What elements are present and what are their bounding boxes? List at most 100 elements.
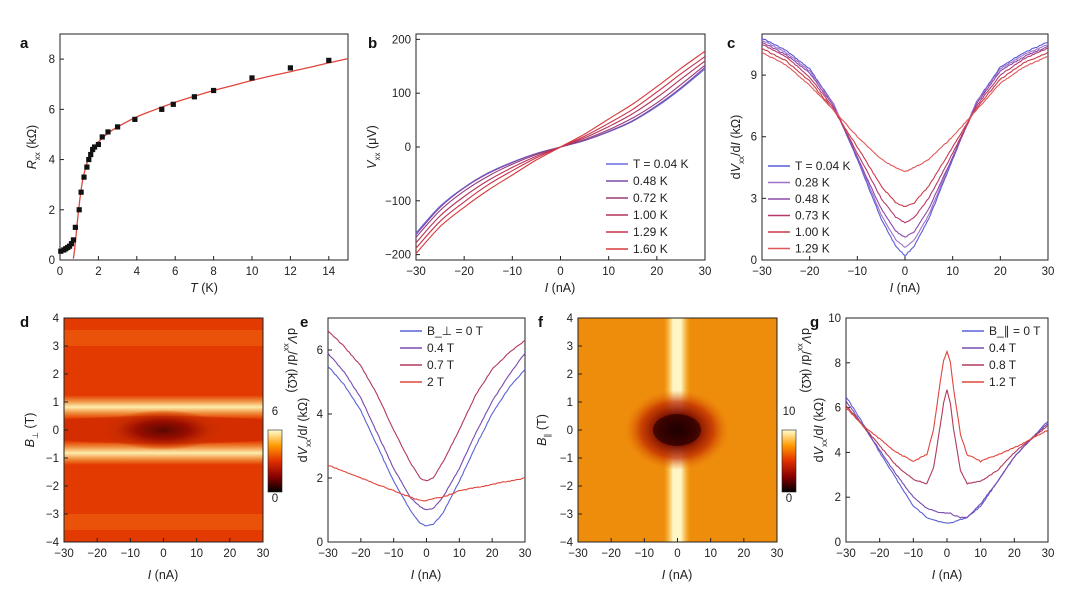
panel-e-series-line bbox=[327, 352, 526, 511]
panel-e-xtick-label: 0 bbox=[423, 548, 429, 560]
panel-label-f: f bbox=[538, 314, 544, 331]
panel-a-ytick-label: 4 bbox=[49, 155, 56, 167]
panel-c-legend-label: 0.48 K bbox=[795, 192, 830, 206]
panel-a-data-point bbox=[326, 57, 332, 63]
panel-g-series-line bbox=[845, 396, 1049, 524]
panel-a-data-point bbox=[70, 237, 77, 243]
panel-g-xtick-label: −20 bbox=[870, 548, 890, 560]
panel-label-b: b bbox=[368, 35, 377, 52]
panel-e-xtick-label: −10 bbox=[384, 548, 404, 560]
panel-a-data-point bbox=[211, 87, 217, 94]
panel-f-xtick-label: −10 bbox=[635, 548, 655, 560]
panel-b-legend-label: 0.72 K bbox=[633, 191, 668, 205]
panel-g-legend-label: 0.8 T bbox=[989, 358, 1017, 372]
panel-d-xlabel: I (nA) bbox=[148, 568, 179, 582]
panel-a-data-point bbox=[81, 174, 87, 180]
panel-a-data-point bbox=[159, 106, 165, 112]
panel-d-ytick-label: −3 bbox=[46, 509, 59, 521]
panel-e-ylabel: dVxx/dI (kΩ) bbox=[296, 398, 313, 463]
panel-d-ytick-label: −2 bbox=[46, 481, 59, 493]
panel-a-data-point bbox=[78, 189, 84, 195]
panel-a-data-point bbox=[99, 134, 105, 140]
panel-e-legend-label: 2 T bbox=[427, 375, 445, 389]
panel-f-heatmap bbox=[578, 318, 777, 542]
panel-f-cbar-label: dVxx/dI (kΩ) bbox=[796, 328, 813, 393]
panel-f-xlabel: I (nA) bbox=[662, 568, 693, 582]
panel-c-xtick-label: −20 bbox=[800, 266, 820, 278]
panel-g-legend-label: B_∥ = 0 T bbox=[989, 324, 1041, 338]
panel-f-xtick-label: 0 bbox=[674, 548, 680, 560]
panel-c-legend-label: T = 0.04 K bbox=[795, 159, 850, 173]
panel-e-ytick-label: 6 bbox=[317, 345, 323, 357]
panel-a-xtick-label: 4 bbox=[134, 266, 141, 278]
panel-a-data-point bbox=[84, 164, 90, 170]
panel-e-xtick-label: 10 bbox=[453, 548, 466, 560]
panel-c-xtick-label: 30 bbox=[1042, 266, 1055, 278]
panel-a-data-point bbox=[95, 141, 101, 148]
panel-a-data-point bbox=[72, 224, 78, 230]
panel-a-xtick-label: 12 bbox=[284, 266, 297, 278]
panel-c-xtick-label: 20 bbox=[994, 266, 1007, 278]
panel-a-data-point bbox=[91, 144, 98, 150]
panel-e-series-line bbox=[327, 464, 526, 502]
panel-b-ytick-label: 0 bbox=[405, 142, 411, 154]
panel-b-xtick-label: −30 bbox=[406, 266, 426, 278]
panel-g-ytick-label: 6 bbox=[835, 403, 841, 415]
panel-g-series-line bbox=[845, 400, 1049, 519]
panel-a-fit-line bbox=[72, 57, 349, 259]
panel-g-ytick-label: 4 bbox=[835, 447, 842, 459]
panel-b-xtick-label: −10 bbox=[503, 266, 523, 278]
panel-label-g: g bbox=[810, 314, 819, 331]
panel-f-ytick-label: −4 bbox=[560, 537, 574, 549]
panel-f-ytick-label: 4 bbox=[567, 313, 574, 325]
panel-b-xlabel: I (nA) bbox=[545, 281, 576, 295]
panel-b-series-line bbox=[415, 50, 706, 254]
panel-d-ytick-label: 2 bbox=[53, 369, 59, 381]
panel-d-cbar-label: dVxx/dI (kΩ) bbox=[282, 328, 299, 393]
panel-f-ytick-label: −2 bbox=[560, 481, 573, 493]
panel-a-data-point bbox=[58, 248, 64, 254]
panel-g: g −30 −20 −10 0 10 20 30 0 2 4 6 8 10 B_∥ = 0 T 0.4 T… bbox=[810, 313, 1054, 582]
panel-f-xtick-label: −20 bbox=[601, 548, 621, 560]
panel-a-data-point bbox=[191, 94, 197, 100]
panel-d-ylabel: B⊥ (T) bbox=[23, 413, 40, 448]
panel-e-legend-label: B_⊥ = 0 T bbox=[427, 324, 484, 338]
panel-d-heatmap bbox=[64, 318, 263, 542]
panel-a-xlabel: T (K) bbox=[190, 281, 218, 295]
panel-label-a: a bbox=[20, 35, 29, 52]
panel-d-colorbar bbox=[267, 429, 283, 493]
panel-d-xtick-label: 10 bbox=[190, 548, 203, 560]
panel-f-ylabel: B∥ (T) bbox=[535, 414, 552, 446]
panel-b-legend-label: 0.48 K bbox=[633, 174, 668, 188]
panel-f-cbar-min: 0 bbox=[786, 493, 792, 505]
panel-g-xtick-label: 20 bbox=[1008, 548, 1021, 560]
panel-f-colorbar bbox=[781, 429, 797, 493]
panel-e-xtick-label: −20 bbox=[351, 548, 371, 560]
panel-b-xtick-label: 30 bbox=[699, 266, 712, 278]
panel-b-xtick-label: −20 bbox=[454, 266, 474, 278]
panel-c-legend-label: 0.73 K bbox=[795, 209, 830, 223]
panel-a-data-point bbox=[132, 116, 138, 122]
panel-e-xtick-label: 20 bbox=[486, 548, 499, 560]
panel-f-xtick-label: 10 bbox=[704, 548, 717, 560]
panel-g-ytick-label: 8 bbox=[835, 358, 841, 370]
panel-c-ytick-label: 3 bbox=[751, 193, 757, 205]
panel-e-series-line bbox=[327, 366, 526, 527]
panel-d-xtick-label: 0 bbox=[160, 548, 166, 560]
panel-f-ytick-label: 2 bbox=[567, 369, 573, 381]
panel-c-xtick-label: 0 bbox=[902, 266, 908, 278]
panel-d-xtick-label: −30 bbox=[54, 548, 74, 560]
panel-e-xtick-label: −30 bbox=[318, 548, 338, 560]
panel-e: e −30 −20 −10 0 10 20 30 0 2 4 6 B_⊥ = 0 T 0.4 T 0.7… bbox=[296, 314, 531, 582]
panel-b-ytick-label: 100 bbox=[392, 88, 411, 100]
panel-g-ytick-label: 2 bbox=[835, 492, 841, 504]
panel-a-data-point bbox=[287, 65, 293, 71]
panel-b-ytick-label: −100 bbox=[385, 196, 411, 208]
panel-d-ytick-label: 1 bbox=[53, 397, 59, 409]
panel-b-ytick-label: −200 bbox=[385, 250, 411, 262]
panel-f-ytick-label: −1 bbox=[560, 453, 573, 465]
panel-g-xtick-label: 0 bbox=[944, 548, 950, 560]
panel-c-xtick-label: −10 bbox=[848, 266, 868, 278]
